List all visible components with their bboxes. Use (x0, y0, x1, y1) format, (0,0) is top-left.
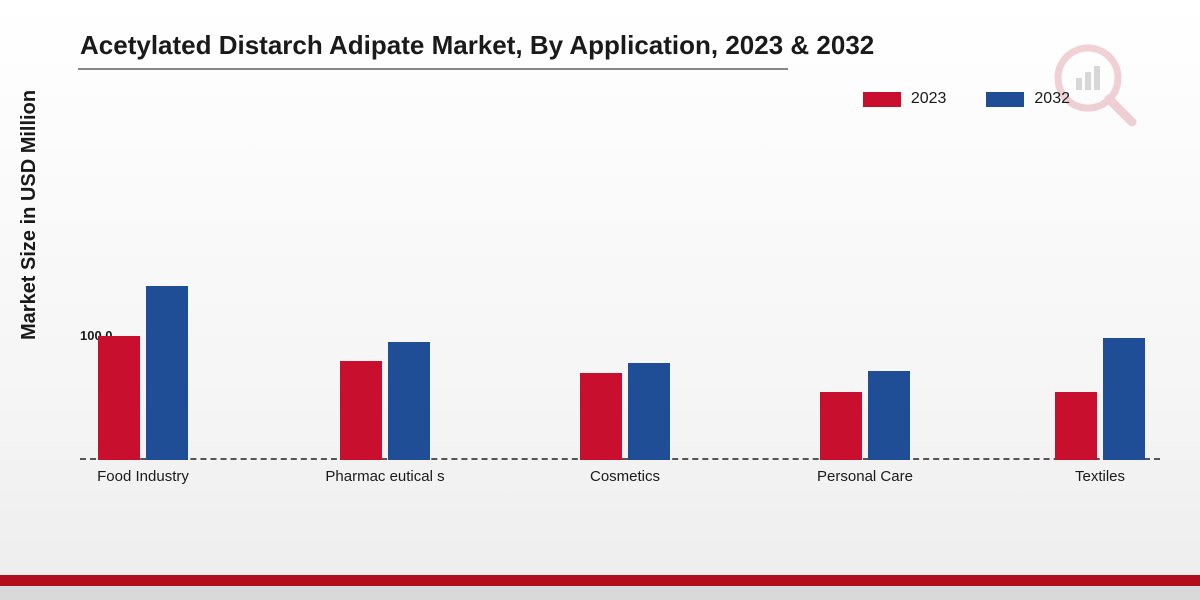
plot-area: 100.0 (80, 150, 1160, 460)
bar-2032 (868, 371, 910, 460)
bar-2023 (340, 361, 382, 460)
bar-2023 (580, 373, 622, 460)
bar-2023 (98, 336, 140, 460)
x-axis-label: Food Industry (83, 468, 203, 487)
legend-label-2023: 2023 (911, 90, 947, 108)
x-axis-label: Textiles (1040, 468, 1160, 487)
x-axis-label: Personal Care (805, 468, 925, 487)
legend: 2023 2032 (863, 90, 1070, 108)
legend-swatch-2032 (986, 92, 1024, 107)
bar-2032 (1103, 338, 1145, 460)
footer-accent-bar (0, 575, 1200, 586)
y-axis-label: Market Size in USD Million (18, 90, 41, 340)
watermark-logo (1050, 40, 1140, 135)
legend-swatch-2023 (863, 92, 901, 107)
bar-2023 (820, 392, 862, 460)
bar-2032 (146, 286, 188, 460)
title-underline (78, 68, 788, 70)
chart-container: Acetylated Distarch Adipate Market, By A… (0, 0, 1200, 575)
x-axis-label: Pharmac eutical s (325, 468, 445, 487)
chart-title: Acetylated Distarch Adipate Market, By A… (80, 30, 874, 61)
legend-label-2032: 2032 (1034, 90, 1070, 108)
bar-2023 (1055, 392, 1097, 460)
bar-2032 (388, 342, 430, 460)
bar-2032 (628, 363, 670, 460)
footer-gray-bar (0, 586, 1200, 600)
x-axis-label: Cosmetics (565, 468, 685, 487)
legend-item-2032: 2032 (986, 90, 1070, 108)
legend-item-2023: 2023 (863, 90, 947, 108)
